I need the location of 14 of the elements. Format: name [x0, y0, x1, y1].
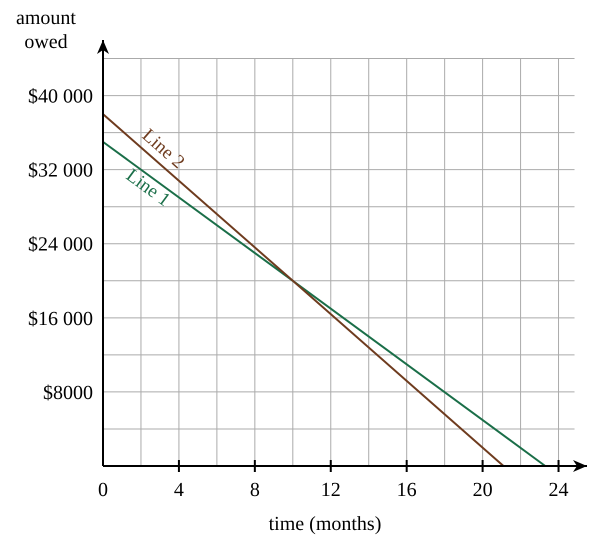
- x-tick-label: 4: [174, 479, 184, 501]
- x-axis-title: time (months): [268, 513, 382, 535]
- y-tick-label: $8000: [43, 382, 93, 404]
- y-tick-label: $24 000: [28, 234, 93, 256]
- x-tick-label: 8: [250, 479, 260, 501]
- y-tick-label: $40 000: [28, 86, 93, 108]
- x-tick-label: 24: [548, 479, 569, 501]
- x-tick-label: 12: [320, 479, 341, 501]
- x-tick-label: 20: [472, 479, 493, 501]
- y-tick-label: $16 000: [28, 308, 93, 330]
- x-tick-label: 0: [98, 479, 108, 501]
- x-tick-label: 16: [396, 479, 417, 501]
- y-tick-label: $32 000: [28, 160, 93, 182]
- y-axis-title: amount owed: [16, 7, 76, 53]
